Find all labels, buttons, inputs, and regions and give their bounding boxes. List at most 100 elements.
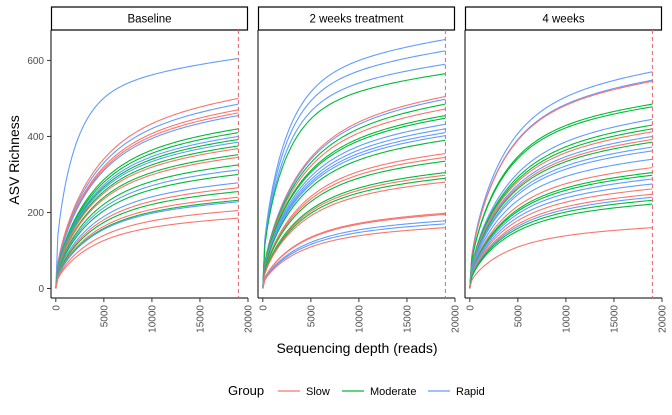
- rarefaction-curve-rapid: [262, 123, 446, 289]
- rarefaction-curve-moderate: [55, 199, 239, 289]
- rarefaction-curve-moderate: [469, 174, 653, 289]
- facet-strip-label: Baseline: [127, 14, 171, 26]
- rarefaction-curve-slow: [262, 227, 446, 289]
- rarefaction-curve-slow: [469, 138, 653, 289]
- y-axis: 0 200 400 600: [27, 56, 51, 295]
- x-tick-label: 5000: [306, 305, 317, 328]
- rarefaction-curve-slow: [55, 97, 239, 289]
- x-tick-label: 5000: [513, 305, 524, 328]
- rarefaction-curve-moderate: [262, 139, 446, 289]
- rarefaction-curve-moderate: [262, 73, 446, 289]
- legend: Group Slow Moderate Rapid: [228, 383, 485, 398]
- facet-strip: [50, 6, 249, 31]
- x-tick-label: 15000: [402, 305, 413, 333]
- facet-panel-3: 4 weeks 0 5000 10000 15000 20000: [464, 6, 669, 333]
- facet-strip-label: 4 weeks: [542, 14, 584, 26]
- x-tick-label: 0: [258, 305, 269, 311]
- rarefaction-curve-slow: [55, 210, 239, 289]
- rarefaction-curve-rapid: [469, 178, 653, 289]
- rarefaction-curve-rapid: [469, 146, 653, 289]
- rarefaction-curve-rapid: [262, 50, 446, 289]
- rarefaction-curve-rapid: [262, 220, 446, 289]
- rarefaction-curve-rapid: [469, 158, 653, 289]
- rarefaction-curve-slow: [262, 174, 446, 289]
- rarefaction-curve-rapid: [55, 169, 239, 289]
- legend-label-moderate: Moderate: [370, 386, 416, 398]
- rarefaction-curve-moderate: [469, 128, 653, 289]
- facet-panel-1: Baseline 0 5000 10000 15000 20000: [50, 6, 255, 333]
- rarefaction-curve-rapid: [55, 201, 239, 289]
- rarefaction-curve-moderate: [55, 191, 239, 289]
- rarefaction-curve-rapid: [262, 132, 446, 289]
- rarefaction-curve-moderate: [55, 128, 239, 289]
- rarefaction-curve-moderate: [469, 203, 653, 289]
- rarefaction-curve-slow: [469, 167, 653, 289]
- rarefaction-curve-rapid: [469, 71, 653, 289]
- legend-label-rapid: Rapid: [456, 386, 485, 398]
- rarefaction-curve-slow: [469, 188, 653, 289]
- rarefaction-curve-rapid: [55, 57, 239, 289]
- rarefaction-curve-moderate: [469, 199, 653, 289]
- rarefaction-curve-slow: [262, 212, 446, 289]
- rarefaction-curve-moderate: [55, 154, 239, 289]
- rarefaction-curve-rapid: [469, 150, 653, 289]
- rarefaction-curve-rapid: [469, 118, 653, 289]
- rarefaction-curve-moderate: [469, 141, 653, 289]
- y-tick-label: 600: [27, 56, 44, 67]
- rarefaction-curve-moderate: [262, 103, 446, 289]
- rarefaction-curve-rapid: [262, 63, 446, 289]
- x-tick-label: 15000: [609, 305, 620, 333]
- rarefaction-curve-slow: [55, 112, 239, 289]
- facet-panel-2: 2 weeks treatment 0 5000 10000 15000 20000: [257, 6, 462, 333]
- rarefaction-curve-moderate: [55, 138, 239, 289]
- rarefaction-curve-slow: [55, 187, 239, 289]
- x-tick-label: 0: [465, 305, 476, 311]
- legend-title: Group: [228, 383, 264, 398]
- y-axis-title: ASV Richness: [6, 115, 22, 204]
- x-tick-label: 10000: [561, 305, 572, 333]
- rarefaction-curve-slow: [469, 80, 653, 289]
- facet-strip: [257, 6, 456, 31]
- x-tick-label: 20000: [244, 305, 255, 333]
- rarefaction-curve-slow: [55, 217, 239, 289]
- rarefaction-curve-moderate: [262, 177, 446, 289]
- rarefaction-curve-rapid: [55, 182, 239, 289]
- rarefaction-curve-slow: [262, 153, 446, 289]
- rarefaction-curve-slow: [469, 227, 653, 289]
- rarefaction-curve-rapid: [262, 128, 446, 289]
- rarefaction-curve-slow: [262, 108, 446, 289]
- x-tick-label: 20000: [451, 305, 462, 333]
- rarefaction-curve-slow: [469, 193, 653, 289]
- legend-label-slow: Slow: [306, 386, 330, 398]
- y-tick-label: 0: [38, 284, 44, 295]
- y-tick-label: 400: [27, 132, 44, 143]
- rarefaction-curve-slow: [262, 181, 446, 289]
- rarefaction-curve-slow: [55, 196, 239, 289]
- rarefaction-curve-rapid: [55, 141, 239, 289]
- x-axis-title: Sequencing depth (reads): [276, 340, 437, 356]
- rarefaction-curve-moderate: [262, 160, 446, 289]
- rarefaction-curve-moderate: [469, 124, 653, 289]
- rarefaction-curve-rapid: [469, 196, 653, 289]
- rarefaction-curve-rapid: [55, 114, 239, 289]
- rarefaction-curve-moderate: [469, 103, 653, 289]
- x-tick-label: 0: [51, 305, 62, 311]
- rarefaction-curve-moderate: [262, 172, 446, 289]
- rarefaction-curve-moderate: [469, 106, 653, 289]
- x-tick-label: 10000: [147, 305, 158, 333]
- rarefaction-curve-moderate: [262, 117, 446, 289]
- rarefaction-curve-moderate: [262, 114, 446, 289]
- x-tick-label: 20000: [658, 305, 669, 333]
- x-tick-label: 5000: [99, 305, 110, 328]
- x-tick-label: 10000: [354, 305, 365, 333]
- rarefaction-curve-slow: [55, 148, 239, 289]
- rarefaction-curve-rapid: [262, 98, 446, 289]
- rarefaction-curve-moderate: [55, 164, 239, 289]
- y-tick-label: 200: [27, 208, 44, 219]
- rarefaction-curve-rapid: [469, 135, 653, 289]
- rarefaction-curve-rapid: [262, 223, 446, 289]
- rarefaction-curve-rapid: [262, 135, 446, 289]
- rarefaction-curve-moderate: [469, 172, 653, 289]
- rarefaction-curve-moderate: [55, 173, 239, 289]
